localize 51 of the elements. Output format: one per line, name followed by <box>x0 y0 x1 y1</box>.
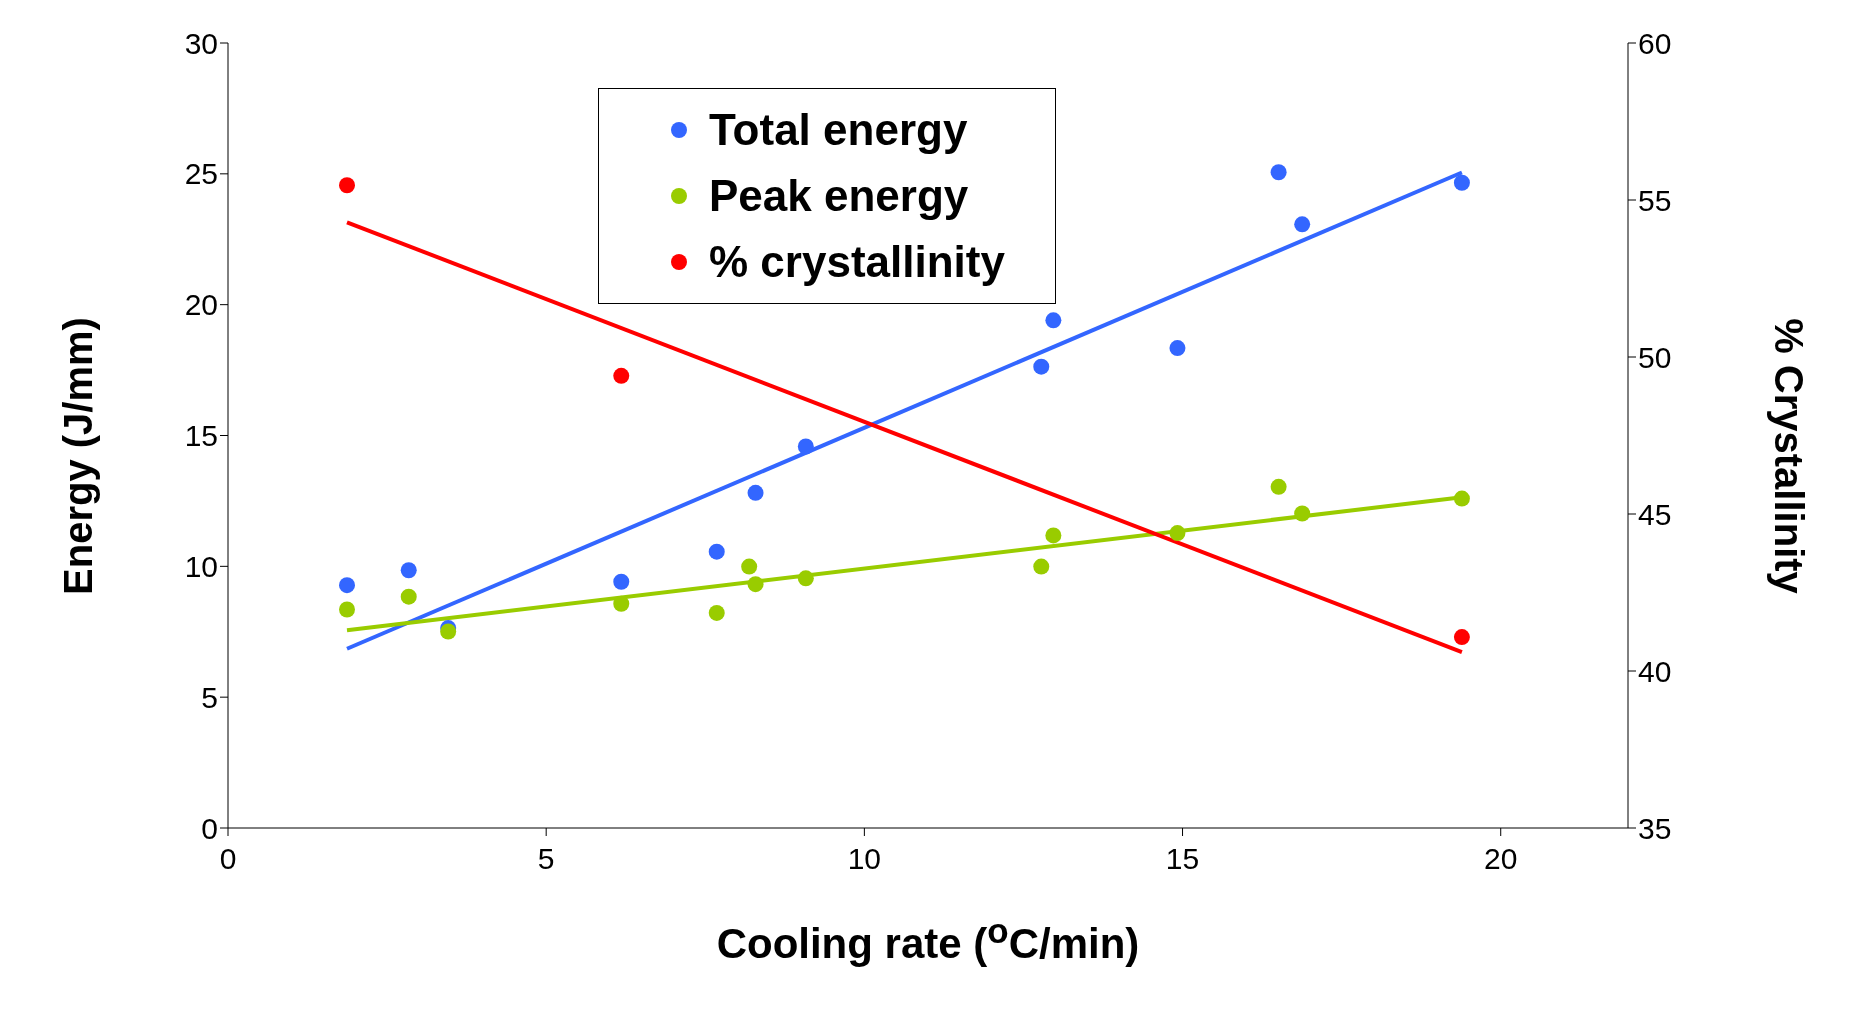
point <box>1045 312 1062 329</box>
point <box>747 576 764 593</box>
y2-tick-label: 60 <box>1638 26 1672 60</box>
y2-tick-label: 40 <box>1638 654 1672 688</box>
point <box>1169 340 1186 357</box>
point <box>339 577 355 594</box>
y-tick-label: 30 <box>184 26 218 60</box>
point <box>1453 490 1470 507</box>
y-tick-label: 25 <box>184 157 218 191</box>
point <box>339 601 355 618</box>
point <box>708 543 725 560</box>
legend-label: Total energy <box>709 105 968 155</box>
x-tick-label: 15 <box>1165 842 1200 876</box>
point <box>339 177 355 194</box>
point <box>613 367 630 384</box>
point <box>1294 505 1311 522</box>
point <box>1033 358 1050 375</box>
point <box>1270 164 1287 181</box>
y2-axis-title: % Crystallinity <box>1765 317 1811 594</box>
point <box>708 604 725 621</box>
point <box>797 570 814 587</box>
point <box>1294 216 1311 233</box>
x-tick-label: 5 <box>537 842 555 876</box>
y2-tick-label: 35 <box>1638 811 1672 845</box>
point <box>1453 174 1470 191</box>
y-tick-label: 15 <box>184 419 218 453</box>
y-tick-label: 10 <box>184 549 218 583</box>
point <box>400 562 417 579</box>
y-tick-label: 0 <box>201 811 218 845</box>
y2-tick-label: 45 <box>1638 497 1672 531</box>
point <box>400 588 417 605</box>
x-axis-title: Cooling rate ($^{o}$C/min) <box>715 911 1141 968</box>
y-tick-label: 20 <box>184 288 218 322</box>
legend-label: % crystallinity <box>709 237 1005 287</box>
point <box>613 573 630 590</box>
point <box>1045 527 1062 544</box>
point <box>1453 629 1470 646</box>
y-axis-title: Energy (J/mm) <box>55 316 101 595</box>
point <box>747 484 764 501</box>
y2-tick-label: 55 <box>1638 183 1672 217</box>
point <box>1033 558 1050 575</box>
point <box>1169 525 1186 542</box>
point <box>741 558 758 575</box>
legend-label: Peak energy <box>709 171 969 221</box>
x-tick-label: 20 <box>1484 842 1518 876</box>
y2-tick-label: 50 <box>1638 340 1672 374</box>
point <box>1270 478 1287 495</box>
point <box>613 595 630 612</box>
point <box>797 438 814 455</box>
y-tick-label: 5 <box>201 680 218 714</box>
x-tick-label: 10 <box>847 842 882 876</box>
